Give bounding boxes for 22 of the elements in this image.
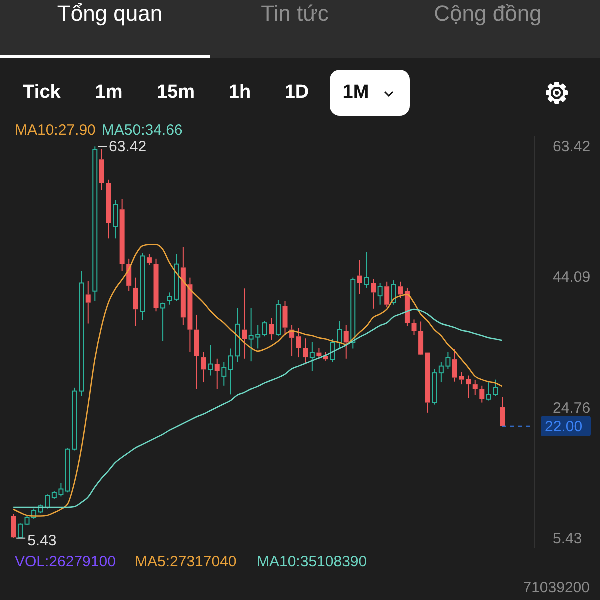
y-tick-label: 24.76 (553, 400, 591, 417)
y-tick-label: 44.09 (553, 269, 591, 286)
text: MA10:27.90 (15, 122, 96, 139)
text: Cộng đồng (434, 1, 542, 27)
annotation: 5.43 (28, 532, 57, 550)
text: Tổng quan (57, 1, 163, 27)
text: 1D (284, 82, 310, 104)
text: 1M (342, 82, 370, 104)
text: MA50:34.66 (102, 122, 183, 139)
text: MA10:35108390 (257, 554, 368, 570)
text: MA5:27317040 (135, 554, 237, 570)
text: 15m (156, 82, 196, 104)
y-tick-label: 5.43 (553, 530, 582, 548)
ref-line-label: 22.00 (545, 418, 583, 436)
text: 71039200 (523, 580, 590, 596)
text: 1m (95, 82, 123, 104)
annotation: 63.42 (109, 138, 147, 156)
text: Tick (23, 82, 61, 104)
text: 1h (228, 82, 252, 104)
text: VOL:26279100 (15, 554, 116, 570)
text: Tin tức (261, 1, 329, 27)
y-tick-label: 63.42 (553, 138, 591, 156)
